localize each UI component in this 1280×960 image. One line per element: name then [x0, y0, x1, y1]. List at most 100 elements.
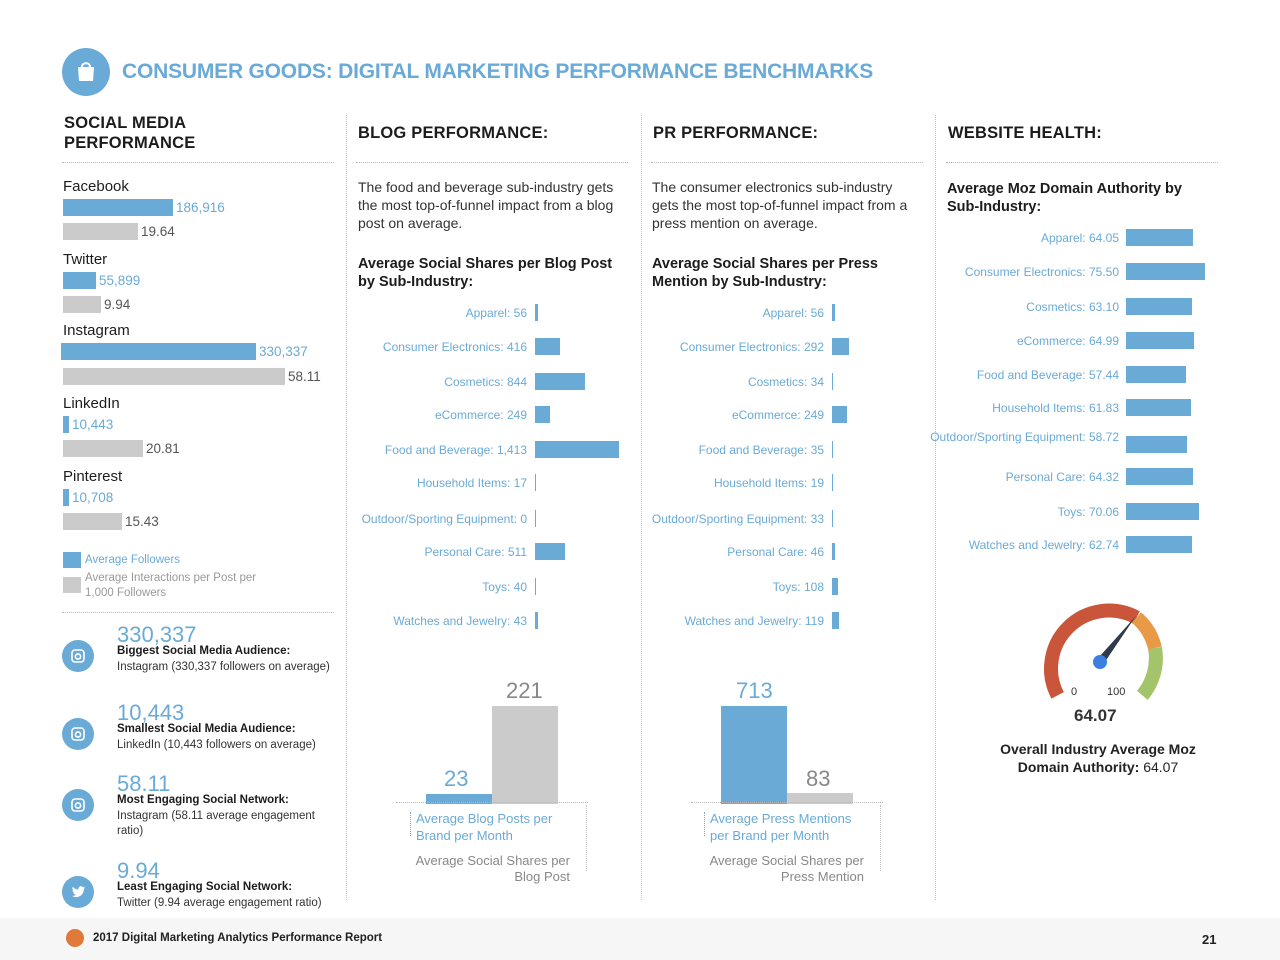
- gauge-arc-red: [1044, 603, 1140, 699]
- followers-value: 10,443: [72, 417, 114, 432]
- pr-title: PR PERFORMANCE:: [653, 124, 819, 142]
- category-label: Toys: 40: [482, 580, 527, 594]
- pr-intro: The consumer electronics sub-industry ge…: [652, 179, 908, 231]
- column-divider: [346, 115, 347, 900]
- category-bar: [832, 304, 835, 321]
- category-label: Food and Beverage: 1,413: [384, 443, 527, 457]
- category-bar: [1126, 229, 1193, 246]
- category-bar: [535, 373, 585, 390]
- category-bar: [832, 543, 835, 560]
- interactions-bar: [63, 513, 122, 530]
- pr-compare-left-value: 713: [736, 678, 773, 703]
- pr-compare-right-caption: Average Social Shares per Press Mention: [709, 853, 864, 884]
- category-label: Apparel: 56: [762, 306, 824, 320]
- gauge-hub: [1093, 655, 1107, 669]
- category-bar: [535, 543, 565, 560]
- category-label: Consumer Electronics: 292: [679, 340, 824, 354]
- stat-heading: Least Engaging Social Network:: [117, 881, 293, 893]
- followers-value: 186,916: [176, 200, 225, 215]
- blog-compare-left-value: 23: [444, 766, 469, 791]
- divider: [62, 612, 334, 613]
- interactions-value: 9.94: [104, 297, 131, 312]
- category-label: Cosmetics: 63.10: [1026, 300, 1119, 314]
- gauge-max-label: 100: [1107, 686, 1126, 698]
- followers-bar: [61, 343, 256, 360]
- column-divider: [935, 115, 936, 900]
- instagram-icon-badge: [62, 718, 94, 750]
- category-bar: [1126, 503, 1199, 520]
- divider: [651, 162, 923, 163]
- category-label: eCommerce: 249: [434, 408, 527, 422]
- category-bar: [535, 474, 536, 491]
- blog-compare-bar-left: [426, 794, 492, 804]
- shopping-bag-icon: [78, 62, 94, 81]
- connector: [586, 805, 587, 871]
- category-label: Apparel: 56: [465, 306, 527, 320]
- baseline: [691, 802, 883, 803]
- network-label: Pinterest: [63, 468, 123, 485]
- blog-compare-right-caption: Average Social Shares per Blog Post: [415, 853, 570, 884]
- category-label: eCommerce: 249: [731, 408, 824, 422]
- stat-description: LinkedIn (10,443 followers on average): [117, 739, 316, 751]
- gauge-caption-value: 64.07: [1139, 759, 1179, 775]
- blog-compare-right-value: 221: [506, 678, 543, 703]
- baseline: [396, 802, 588, 803]
- category-bar: [1126, 536, 1192, 553]
- interactions-bar: [63, 296, 101, 313]
- stat-number: 9.94: [117, 858, 160, 883]
- category-bar: [1126, 298, 1192, 315]
- interactions-bar: [63, 223, 138, 240]
- stat-heading: Smallest Social Media Audience:: [117, 723, 296, 735]
- twitter-icon: [71, 886, 86, 898]
- category-label: Toys: 70.06: [1057, 505, 1119, 519]
- category-bar: [1126, 366, 1186, 383]
- category-label: Household Items: 19: [713, 476, 824, 490]
- category-bar: [1126, 332, 1194, 349]
- legend-interactions: Average Interactions per Post per 1,000 …: [85, 572, 257, 599]
- followers-bar: [63, 199, 173, 216]
- category-bar: [832, 612, 839, 629]
- followers-value: 55,899: [99, 273, 141, 288]
- stat-number: 58.11: [117, 771, 171, 796]
- followers-value: 330,337: [259, 344, 308, 359]
- category-label: Food and Beverage: 35: [698, 443, 824, 457]
- category-bar: [832, 373, 833, 390]
- category-label: Personal Care: 64.32: [1005, 470, 1119, 484]
- category-bar: [832, 474, 833, 491]
- network-label: Instagram: [63, 322, 130, 339]
- category-label: Outdoor/Sporting Equipment: 33: [651, 512, 824, 526]
- pr-compare-bar-right: [787, 793, 853, 804]
- network-label: Facebook: [63, 178, 129, 195]
- gauge: [1044, 603, 1163, 700]
- category-label: Apparel: 64.05: [1040, 231, 1119, 245]
- pr-compare-left-caption: Average Press Mentions per Brand per Mon…: [710, 811, 852, 843]
- twitter-icon-badge: [62, 876, 94, 908]
- category-bar: [535, 441, 619, 458]
- connector: [880, 805, 881, 871]
- category-label: Outdoor/Sporting Equipment: 58.72: [930, 430, 1119, 444]
- interactions-value: 20.81: [146, 441, 180, 456]
- network-label: LinkedIn: [63, 395, 120, 412]
- stat-description: Instagram (330,337 followers on average): [117, 661, 330, 673]
- category-label: Personal Care: 46: [727, 545, 824, 559]
- legend-swatch-followers: [63, 552, 81, 568]
- page-number: 21: [1202, 932, 1217, 947]
- followers-value: 10,708: [72, 490, 114, 505]
- footer-title: 2017 Digital Marketing Analytics Perform…: [93, 932, 383, 944]
- instagram-icon-badge: [62, 789, 94, 821]
- gauge-needle: [1096, 616, 1136, 665]
- blog-intro: The food and beverage sub-industry gets …: [358, 179, 614, 231]
- gauge-caption-label: Overall Industry Average Moz Domain Auth…: [1000, 741, 1196, 775]
- interactions-value: 15.43: [125, 514, 159, 529]
- category-bar: [535, 338, 560, 355]
- instagram-icon: [71, 798, 85, 812]
- category-bar: [832, 578, 838, 595]
- category-label: Household Items: 61.83: [992, 401, 1119, 415]
- fox-logo-icon: [66, 929, 84, 947]
- pr-compare-bar-left: [721, 706, 787, 804]
- category-bar: [535, 578, 536, 595]
- connector: [410, 812, 411, 836]
- followers-bar: [63, 416, 69, 433]
- web-chart-title: Average Moz Domain Authority by Sub-Indu…: [947, 181, 1182, 215]
- blog-title: BLOG PERFORMANCE:: [358, 124, 549, 142]
